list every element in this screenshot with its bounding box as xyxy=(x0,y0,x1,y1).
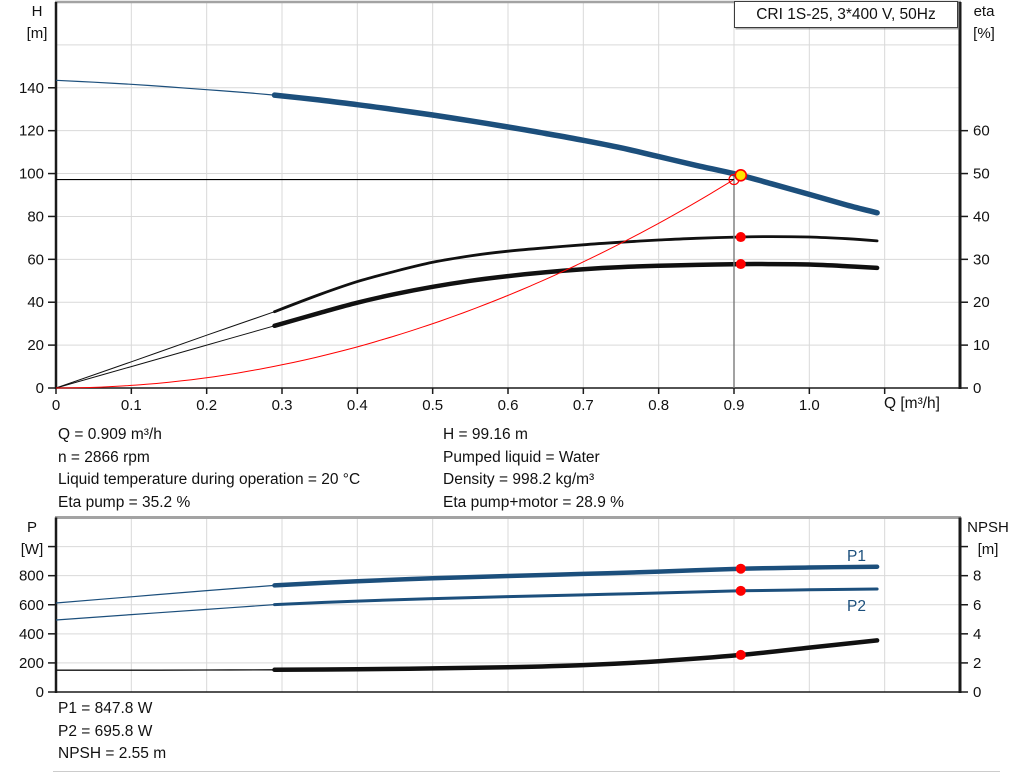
npsh-axis-label: NPSH xyxy=(967,519,1009,536)
info-line-liquid: Pumped liquid = Water xyxy=(443,448,600,466)
left-tick-label: 140 xyxy=(19,80,44,97)
x-tick-label: 0.9 xyxy=(724,397,745,414)
info-line-density: Density = 998.2 kg/m³ xyxy=(443,471,595,489)
info-line-speed: n = 2866 rpm xyxy=(58,448,150,466)
right-tick-label: 8 xyxy=(973,568,981,585)
right-tick-label: 6 xyxy=(973,597,981,614)
actual-duty-marker xyxy=(734,169,748,182)
p2-curve xyxy=(273,587,879,607)
power-npsh-chart: 0 200 400 600 800 0 2 4 6 8 P1 P2 xyxy=(19,516,981,701)
footer-divider xyxy=(53,771,1000,772)
tick-labels: 0 20 40 60 80 100 120 140 0 10 20 30 40 50 60 0 0.1 0.2 0.… xyxy=(19,80,990,414)
h-curve-thin xyxy=(55,79,275,96)
left-tick-label: 40 xyxy=(27,294,44,311)
left-tick-label: 120 xyxy=(19,123,44,140)
info-line-temp: Liquid temperature during operation = 20… xyxy=(58,471,361,489)
eta-pump-motor-curve-thin xyxy=(55,325,275,389)
p1-duty-dot xyxy=(735,563,746,574)
right-tick-label: 4 xyxy=(973,626,981,643)
right-tick-label: 30 xyxy=(973,251,990,268)
npsh-curve xyxy=(272,638,880,673)
x-tick-label: 0.4 xyxy=(347,397,368,414)
left-tick-label: 60 xyxy=(27,251,44,268)
left-tick-label: 0 xyxy=(36,380,44,397)
duty-info-left: Q = 0.909 m³/h n = 2866 rpm Liquid tempe… xyxy=(58,424,360,514)
x-tick-label: 1.0 xyxy=(799,397,820,414)
gridlines xyxy=(56,2,960,388)
right-tick-label: 50 xyxy=(973,166,990,183)
eta-pump-curve xyxy=(273,235,879,314)
eta-pump-duty-dot xyxy=(735,232,746,243)
left-tick-label: 0 xyxy=(36,684,44,701)
left-tick-label: 800 xyxy=(19,568,44,585)
right-tick-label: 40 xyxy=(973,208,990,225)
left-tick-label: 80 xyxy=(27,208,44,225)
axis-ticks xyxy=(48,545,968,693)
p2-duty-dot xyxy=(735,585,746,596)
left-tick-label: 20 xyxy=(27,337,44,354)
eta-pump-motor-curve xyxy=(272,261,880,329)
duty-results: P1 = 847.8 W P2 = 695.8 W NPSH = 2.55 m xyxy=(58,698,166,766)
info-line-head: H = 99.16 m xyxy=(443,426,528,443)
right-tick-label: 10 xyxy=(973,337,990,354)
x-tick-label: 0.1 xyxy=(121,397,142,414)
system-curve xyxy=(55,179,735,389)
p2-curve-thin xyxy=(55,604,275,621)
tick-labels: 0 200 400 600 800 0 2 4 6 8 xyxy=(19,568,981,701)
result-p1: P1 = 847.8 W xyxy=(58,700,153,717)
x-tick-label: 0.5 xyxy=(422,397,443,414)
npsh-axis-unit: [m] xyxy=(977,541,999,558)
eta-axis-label: eta xyxy=(973,3,995,20)
p-axis-label: P xyxy=(26,519,37,536)
left-tick-label: 600 xyxy=(19,597,44,614)
right-tick-label: 0 xyxy=(973,684,981,701)
pump-model-title-box: CRI 1S-25, 3*400 V, 50Hz xyxy=(734,1,958,28)
x-tick-label: 0.3 xyxy=(272,397,293,414)
q-axis-title: Q [m³/h] xyxy=(884,395,940,412)
right-tick-label: 2 xyxy=(973,655,981,672)
p1-curve-thin xyxy=(55,584,275,604)
x-tick-label: 0 xyxy=(52,397,60,414)
axis-ticks xyxy=(48,87,968,394)
right-tick-label: 60 xyxy=(973,123,990,140)
npsh-duty-dot xyxy=(735,649,746,660)
h-curve xyxy=(271,92,880,216)
right-tick-label: 0 xyxy=(973,380,981,397)
info-line-q: Q = 0.909 m³/h xyxy=(58,426,162,443)
p-axis-unit: [W] xyxy=(20,541,44,558)
eta-pump-motor-duty-dot xyxy=(735,259,746,270)
p1-curve xyxy=(272,564,880,588)
hq-eta-chart: 0 20 40 60 80 100 120 140 0 10 20 30 40 50 60 0 0.1 0.2 0.… xyxy=(19,0,990,414)
info-line-eta-pump: Eta pump = 35.2 % xyxy=(58,493,191,511)
x-tick-label: 0.6 xyxy=(498,397,519,414)
result-p2: P2 = 695.8 W xyxy=(58,722,153,740)
eta-axis-unit: [%] xyxy=(973,25,995,42)
p1-curve-label: P1 xyxy=(847,548,866,565)
duty-info-right: H = 99.16 m Pumped liquid = Water Densit… xyxy=(443,424,624,514)
h-axis-label: H xyxy=(31,3,43,20)
info-line-eta-total: Eta pump+motor = 28.9 % xyxy=(443,493,624,511)
right-tick-label: 20 xyxy=(973,294,990,311)
p2-curve-label: P2 xyxy=(847,598,866,615)
eta-pump-curve-thin xyxy=(55,311,275,389)
x-tick-label: 0.7 xyxy=(573,397,594,414)
result-npsh: NPSH = 2.55 m xyxy=(58,745,167,763)
left-tick-label: 100 xyxy=(19,166,44,183)
x-tick-label: 0.8 xyxy=(648,397,669,414)
h-axis-unit: [m] xyxy=(26,25,48,42)
x-tick-label: 0.2 xyxy=(196,397,217,414)
left-tick-label: 400 xyxy=(19,626,44,643)
left-tick-label: 200 xyxy=(19,655,44,672)
